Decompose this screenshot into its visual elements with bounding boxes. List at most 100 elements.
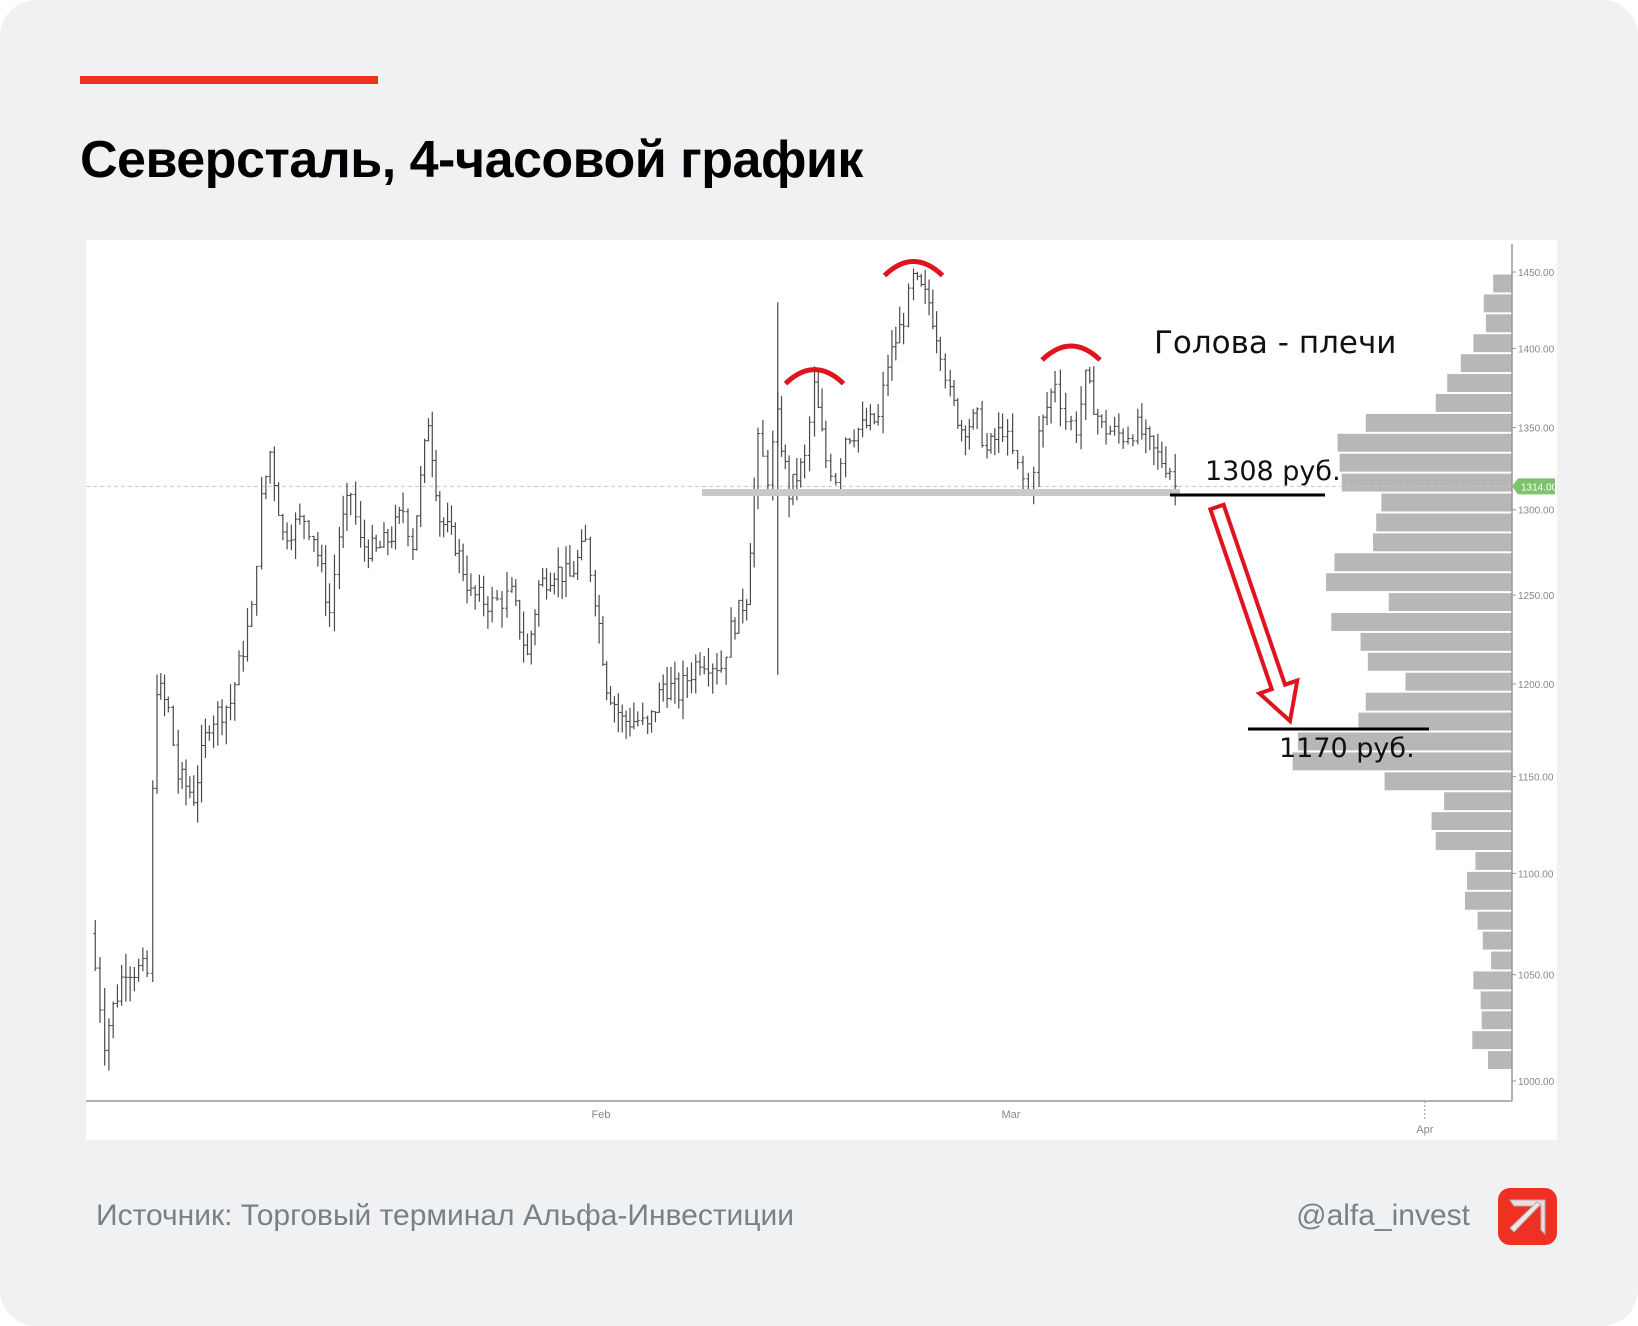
ohlc-bar bbox=[136, 958, 141, 982]
ohlc-bar bbox=[1130, 434, 1135, 447]
ohlc-bar bbox=[779, 396, 784, 457]
ohlc-bar bbox=[952, 379, 957, 406]
ohlc-bar bbox=[755, 427, 760, 510]
volume-profile-bar bbox=[1405, 672, 1512, 691]
y-tick-label: 1250.00 bbox=[1518, 591, 1555, 602]
ohlc-bar bbox=[1116, 413, 1121, 444]
ohlc-bar bbox=[802, 444, 807, 479]
y-tick-label: 1000.00 bbox=[1518, 1077, 1555, 1088]
ohlc-bar bbox=[575, 549, 580, 580]
ohlc-bar bbox=[893, 326, 898, 361]
ohlc-bar bbox=[1031, 466, 1036, 505]
volume-profile-bar bbox=[1297, 732, 1512, 751]
ohlc-bar bbox=[187, 776, 192, 799]
ohlc-bar bbox=[627, 707, 632, 737]
y-tick-label: 1350.00 bbox=[1518, 424, 1555, 435]
chart-canvas: 1450.00 1400.00 1350.00 1300.00 1250.00 1200.… bbox=[86, 244, 1557, 1136]
ohlc-bar bbox=[544, 568, 549, 600]
volume-profile-bar bbox=[1493, 274, 1512, 293]
ohlc-bar bbox=[509, 577, 514, 593]
ohlc-bar bbox=[1167, 467, 1172, 480]
ohlc-bar bbox=[397, 506, 402, 524]
ohlc-bar bbox=[653, 711, 658, 723]
peak-arc bbox=[783, 367, 846, 386]
ohlc-bar bbox=[410, 528, 415, 560]
ohlc-bar bbox=[370, 524, 375, 562]
ohlc-bar bbox=[381, 522, 386, 548]
ohlc-bar bbox=[816, 370, 821, 409]
ohlc-bar bbox=[155, 674, 160, 794]
volume-profile-bar bbox=[1473, 971, 1512, 990]
ohlc-bar bbox=[1087, 366, 1092, 384]
x-tick-label: Feb bbox=[592, 1109, 611, 1121]
volume-profile-bar bbox=[1472, 1031, 1512, 1050]
ohlc-bar bbox=[1000, 413, 1005, 443]
ohlc-bar bbox=[297, 503, 302, 525]
ohlc-bar bbox=[315, 531, 320, 567]
ohlc-bar bbox=[285, 522, 290, 550]
ohlc-bar bbox=[97, 957, 102, 1023]
y-tick-label: 1050.00 bbox=[1518, 971, 1555, 982]
y-tick-label: 1100.00 bbox=[1518, 869, 1554, 880]
ohlc-bar bbox=[327, 583, 332, 627]
ohlc-bar bbox=[548, 572, 553, 592]
volume-profile-bar bbox=[1435, 832, 1512, 850]
ohlc-bar bbox=[1041, 414, 1046, 448]
ohlc-bar bbox=[332, 554, 337, 632]
accent-bar bbox=[80, 76, 378, 84]
ohlc-bar bbox=[119, 964, 124, 1006]
ohlc-bar bbox=[702, 656, 707, 675]
ohlc-bar bbox=[93, 919, 98, 971]
y-tick-label: 1400.00 bbox=[1518, 344, 1555, 355]
social-handle[interactable]: @alfa_invest bbox=[1296, 1199, 1470, 1232]
ohlc-bar bbox=[207, 725, 212, 741]
y-tick-label: 1150.00 bbox=[1518, 773, 1554, 784]
ohlc-bar bbox=[311, 535, 316, 552]
ohlc-bar bbox=[1135, 408, 1140, 445]
ohlc-bar bbox=[473, 585, 478, 610]
volume-profile-bar bbox=[1485, 314, 1512, 333]
ohlc-bar bbox=[150, 780, 155, 983]
ohlc-bar bbox=[985, 432, 990, 459]
ohlc-bar bbox=[1104, 409, 1109, 445]
ohlc-bar bbox=[963, 425, 968, 456]
ohlc-bar bbox=[521, 611, 526, 663]
ohlc-bar bbox=[430, 411, 435, 478]
ohlc-bar bbox=[1173, 453, 1178, 506]
ohlc-bar bbox=[259, 476, 264, 570]
ohlc-bar bbox=[864, 407, 869, 429]
x-tick-label: Mar bbox=[1002, 1109, 1021, 1121]
ohlc-bar bbox=[583, 524, 588, 542]
x-tick-label: Apr bbox=[1416, 1124, 1433, 1136]
ohlc-bar bbox=[215, 701, 220, 746]
volume-profile-bar bbox=[1388, 593, 1512, 612]
ohlc-bar bbox=[1159, 441, 1164, 468]
ohlc-bar bbox=[812, 366, 817, 437]
ohlc-bar bbox=[162, 674, 167, 717]
ohlc-bar bbox=[996, 412, 1001, 453]
ohlc-bar bbox=[1083, 369, 1088, 421]
ohlc-bar bbox=[445, 502, 450, 533]
ohlc-bar bbox=[536, 580, 541, 627]
ohlc-bar bbox=[886, 354, 891, 397]
ohlc-bars bbox=[93, 268, 1178, 1071]
ohlc-bar bbox=[906, 283, 911, 328]
annotations: Голова - плечи 1308 руб. 1170 руб. bbox=[702, 259, 1429, 764]
ohlc-bar bbox=[992, 428, 997, 456]
ohlc-bar bbox=[418, 466, 423, 527]
ohlc-bar bbox=[272, 446, 277, 502]
volume-profile-bar bbox=[1365, 692, 1512, 711]
ohlc-bar bbox=[881, 371, 886, 434]
ohlc-bar bbox=[1010, 413, 1015, 455]
ohlc-bar bbox=[540, 568, 545, 587]
volume-profile-bar bbox=[1480, 991, 1512, 1010]
ohlc-bar bbox=[736, 599, 741, 634]
ohlc-bar bbox=[923, 269, 928, 304]
arrow-outline bbox=[1207, 502, 1300, 725]
ohlc-bar bbox=[111, 1001, 116, 1039]
ohlc-bar bbox=[457, 538, 462, 574]
ohlc-bar bbox=[593, 569, 598, 617]
ohlc-bar bbox=[1037, 416, 1042, 488]
ohlc-bar bbox=[719, 650, 724, 673]
ohlc-bar bbox=[597, 594, 602, 644]
